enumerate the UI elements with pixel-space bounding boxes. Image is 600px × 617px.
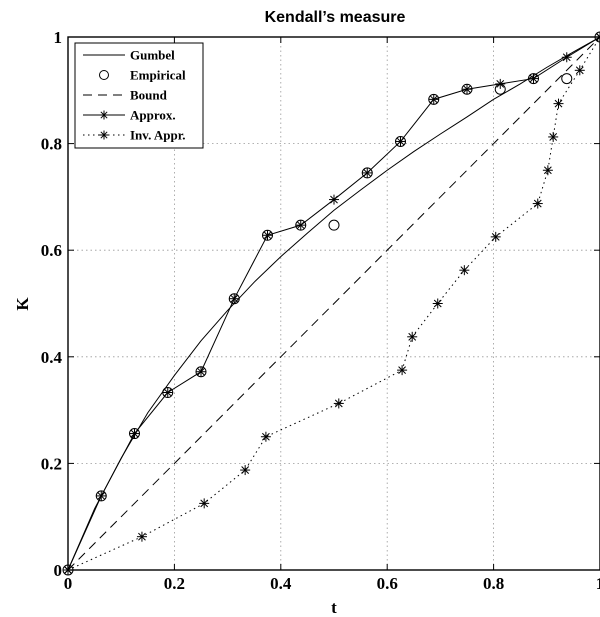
data-point-star [229, 293, 240, 304]
series-2 [67, 36, 600, 571]
data-point-star [459, 265, 470, 276]
data-point-star [333, 398, 344, 409]
y-axis-label: K [13, 297, 32, 311]
legend-entry: Inv. Appr. [83, 128, 186, 143]
legend-entry: Bound [83, 88, 168, 103]
data-point-star [240, 465, 251, 476]
series-4 [63, 32, 600, 575]
data-point-star [528, 73, 539, 84]
x-tick-label: 0.2 [164, 574, 185, 593]
x-tick-label: 1 [596, 574, 600, 593]
series-line [67, 36, 600, 571]
y-tick-label: 0 [54, 561, 63, 580]
x-tick-label: 0.4 [270, 574, 292, 593]
legend-label: Inv. Appr. [130, 128, 186, 143]
legend-entry: Empirical [99, 68, 186, 83]
data-point-star [260, 431, 271, 442]
legend-label: Approx. [130, 108, 176, 123]
data-point-star [329, 194, 339, 205]
data-point-star [432, 298, 443, 309]
data-point-star [462, 84, 472, 95]
data-point-star [561, 52, 572, 63]
data-point-star [362, 167, 373, 178]
x-axis-label: t [331, 598, 337, 617]
grid [68, 37, 600, 570]
data-point-star [428, 94, 439, 105]
legend-entry: Approx. [83, 108, 176, 123]
y-tick-label: 0.4 [41, 348, 63, 367]
data-point-star [490, 231, 501, 242]
legend-box [74, 42, 204, 149]
data-point-star [136, 531, 147, 542]
legend-label: Gumbel [130, 48, 175, 63]
data-point-star [574, 65, 585, 76]
x-tick-label: 0.6 [377, 574, 398, 593]
series-0 [67, 36, 600, 571]
y-tick-label: 0.2 [41, 454, 62, 473]
legend-marker [99, 70, 109, 80]
y-tick-label: 0.6 [41, 241, 62, 260]
data-point-star [262, 230, 273, 241]
data-point-star [395, 136, 406, 147]
plot-series [62, 31, 600, 576]
data-point-star [548, 131, 559, 142]
series-3 [63, 32, 600, 575]
data-point-star [129, 428, 140, 439]
x-tick-label: 0 [64, 574, 73, 593]
series-line [67, 36, 600, 571]
legend-entry: Gumbel [83, 48, 175, 63]
y-tick-label: 0.8 [41, 135, 62, 154]
plot-frame [67, 36, 600, 571]
data-point-circle [328, 219, 340, 231]
data-point-star [162, 387, 173, 398]
data-point-star [295, 220, 306, 231]
data-point-star [199, 498, 210, 509]
legend-label: Empirical [130, 68, 186, 83]
data-point-star [397, 365, 408, 376]
data-point-star [553, 98, 564, 109]
data-point-star [495, 78, 506, 89]
legend: Gumbel Empirical Bound Approx. Inv. Appr. [74, 42, 204, 149]
x-tick-label: 0.8 [483, 574, 504, 593]
legend-marker [99, 130, 109, 140]
data-point-star [196, 366, 206, 377]
axis-ticks: 0 0.2 0.4 0.6 0.8 1 0 0.2 0.4 0.6 0.8 1 [41, 28, 600, 593]
chart-title: Kendall’s measure [265, 9, 406, 26]
legend-label: Bound [130, 88, 168, 103]
data-point-star [532, 198, 543, 209]
legend-marker [99, 110, 109, 120]
data-point-star [407, 331, 418, 342]
data-point-circle [561, 73, 573, 85]
y-tick-label: 1 [54, 28, 63, 47]
data-point-star [96, 490, 107, 501]
data-point-star [542, 165, 553, 176]
